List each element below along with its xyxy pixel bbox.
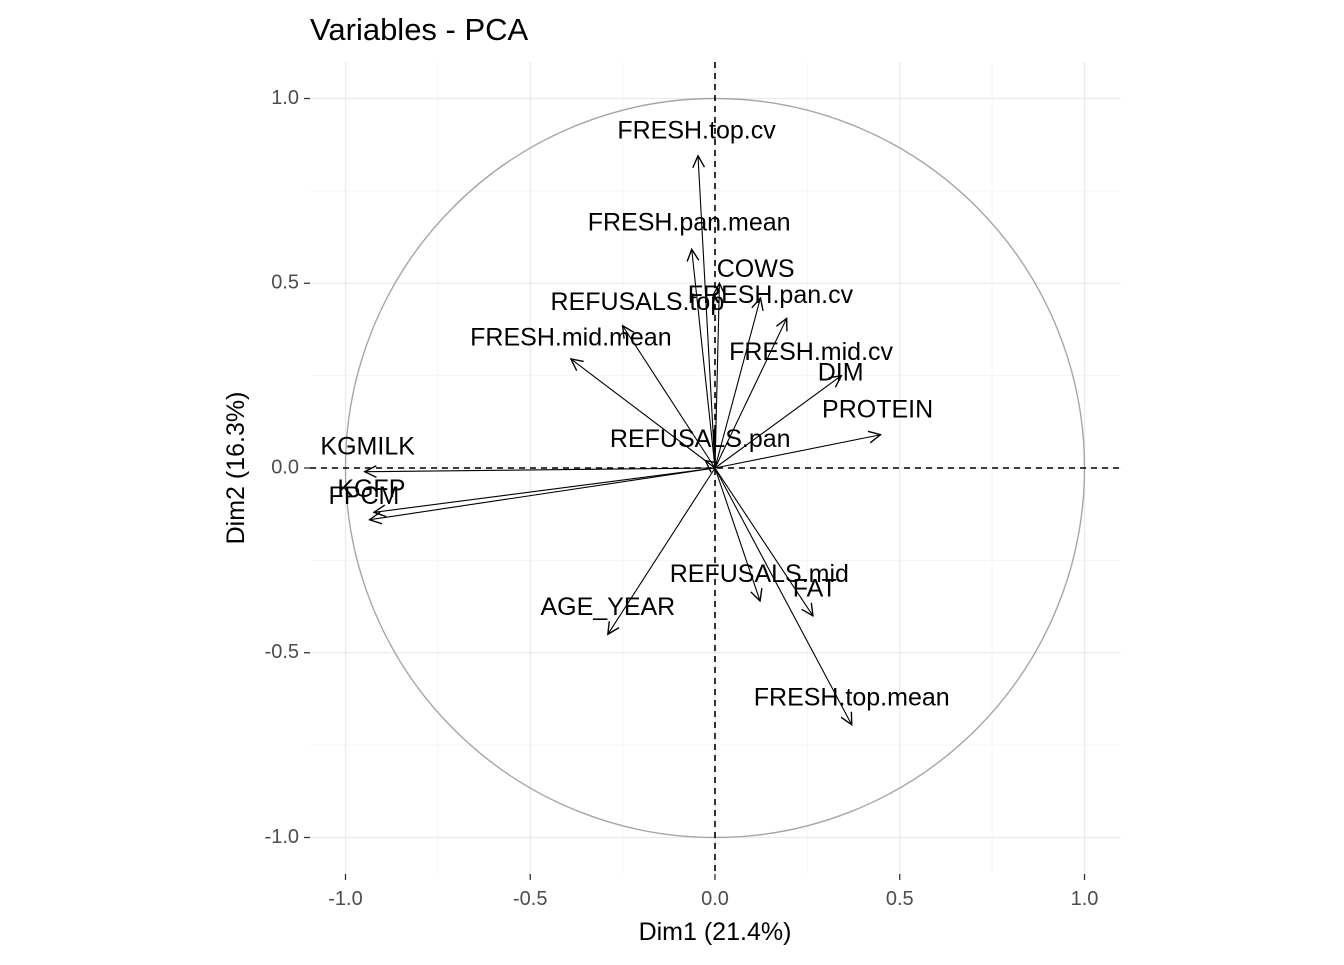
x-tick-label: 0.0: [701, 888, 729, 910]
label-refusals-mid: REFUSALS.mid: [670, 560, 849, 588]
y-tick-label: -0.5: [265, 641, 299, 663]
label-fpcm: FPCM: [329, 482, 400, 510]
label-protein: PROTEIN: [822, 395, 933, 423]
x-tick-label: -0.5: [513, 888, 547, 910]
variable-labels: FRESH.top.cv FRESH.pan.mean COWSFRESH.pan.…: [320, 116, 949, 711]
arrow-fresh-pan-mean: [692, 249, 716, 469]
arrow-protein: [714, 435, 881, 469]
variable-arrows: [365, 156, 881, 725]
arrow-fat: [714, 467, 813, 616]
arrow-dim: [714, 376, 841, 469]
y-axis-title: Dim2 (16.3%): [222, 392, 250, 545]
label-fresh-mid-cv: FRESH.mid.cv: [729, 338, 893, 366]
label-kgfp: KGFP: [337, 475, 405, 503]
y-tick-label: -1.0: [265, 826, 299, 848]
arrow-fresh-pan-cv: [714, 298, 760, 469]
arrow-fresh-mid-cv: [714, 318, 787, 469]
y-tick-label: 0.0: [271, 456, 299, 478]
reference-lines: [310, 62, 1121, 874]
label-kgmilk: KGMILK: [320, 432, 415, 460]
label-refusals-pan: REFUSALS.pan: [610, 425, 791, 453]
axis-ticks: -1.0 -0.5 0.0 0.5 1.0 -1.0 -0.5 0.0 0.5 1.0: [265, 87, 1099, 910]
arrow-refusals-mid: [714, 467, 760, 601]
label-fresh-mid-mean: FRESH.mid.mean: [470, 323, 671, 351]
label-fresh-top-cv: FRESH.top.cv: [617, 116, 776, 144]
x-tick-label: -1.0: [328, 888, 362, 910]
label-age-year: AGE_YEAR: [540, 593, 675, 621]
label-refusals-top: REFUSALS.top: [551, 288, 725, 316]
arrow-fresh-top-cv: [698, 156, 716, 469]
arrow-kgfp: [374, 467, 716, 512]
y-tick-label: 0.5: [271, 272, 299, 294]
arrow-age-year: [608, 467, 716, 634]
label-fresh-pan-mean: FRESH.pan.mean: [588, 209, 791, 237]
arrow-fpcm: [370, 467, 716, 520]
arrow-fresh-top-mean: [714, 467, 852, 725]
arrow-cows: [715, 283, 719, 469]
arrow-refusals-top: [623, 326, 716, 469]
arrow-kgmilk: [365, 468, 716, 472]
chart-title: Variables - PCA: [310, 12, 529, 47]
label-fresh-pan-cv: FRESH.pan.cv: [688, 281, 854, 309]
label-fresh-top-mean: FRESH.top.mean: [754, 684, 950, 712]
x-tick-label: 0.5: [886, 888, 914, 910]
label-cows: COWS: [717, 255, 795, 283]
y-tick-label: 1.0: [271, 87, 299, 109]
label-fat: FAT: [793, 575, 837, 603]
x-tick-label: 1.0: [1071, 888, 1099, 910]
x-axis-title: Dim1 (21.4%): [639, 918, 792, 946]
label-dim: DIM: [818, 358, 864, 386]
arrow-refusals-pan: [705, 461, 715, 468]
arrow-fresh-mid-mean: [571, 359, 716, 469]
